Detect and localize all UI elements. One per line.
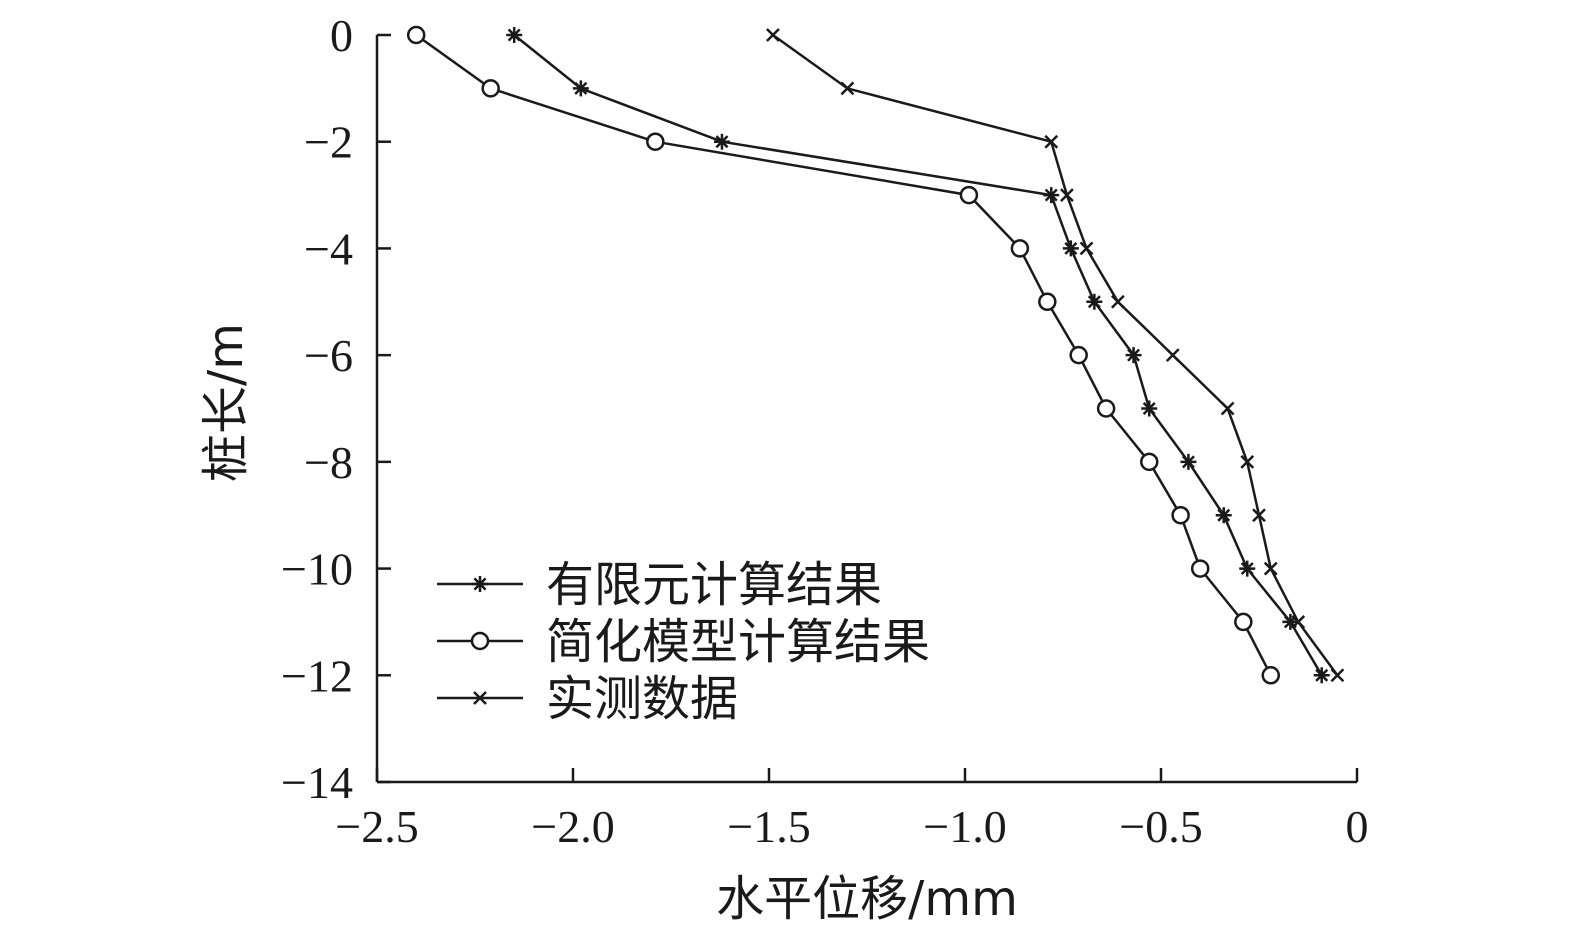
- data-point: [1010, 239, 1030, 258]
- data-point: [1125, 347, 1142, 364]
- y-tick-label: −6: [304, 330, 353, 381]
- data-point: [1220, 401, 1235, 416]
- x-tick-label: −1.5: [727, 801, 810, 852]
- data-point: [1234, 612, 1253, 632]
- legend-marker: [473, 691, 487, 705]
- y-tick-label: −14: [281, 757, 353, 808]
- data-point: [1062, 240, 1079, 257]
- series-circle: [406, 25, 1281, 685]
- series-x: [766, 28, 1345, 683]
- data-point: [1330, 668, 1345, 683]
- data-point: [1069, 345, 1088, 365]
- data-point: [1171, 505, 1190, 525]
- x-axis-title: 水平位移/mm: [716, 871, 1018, 927]
- data-point: [1096, 399, 1116, 418]
- y-tick-label: −2: [304, 117, 353, 168]
- data-point: [959, 185, 979, 205]
- data-point: [1261, 666, 1281, 685]
- data-point: [572, 80, 589, 97]
- data-point: [1282, 613, 1299, 630]
- data-point: [1141, 400, 1158, 417]
- legend-item: 简化模型计算结果: [437, 614, 930, 670]
- x-tick-label: 0: [1346, 801, 1369, 852]
- data-point: [1215, 507, 1232, 524]
- legend-item: 有限元计算结果: [437, 557, 882, 613]
- data-point: [713, 133, 730, 150]
- data-point: [1038, 292, 1057, 312]
- data-point: [1313, 667, 1330, 684]
- data-point: [766, 28, 780, 42]
- legend-label: 有限元计算结果: [546, 557, 882, 613]
- series-asterisk: [506, 27, 1330, 684]
- series-group: [406, 25, 1345, 685]
- data-point: [1165, 348, 1180, 363]
- data-point: [1139, 452, 1159, 472]
- y-tick-label: −10: [281, 544, 353, 595]
- data-point: [1190, 559, 1210, 578]
- data-point: [1044, 134, 1059, 149]
- y-axis-title: 桩长/m: [198, 323, 254, 482]
- data-point: [646, 132, 665, 151]
- data-point: [406, 25, 426, 45]
- data-point: [840, 81, 855, 96]
- y-tick-label: 0: [330, 10, 353, 61]
- data-point: [1060, 188, 1074, 202]
- data-point: [1252, 508, 1266, 523]
- data-point: [1291, 615, 1306, 629]
- legend-label: 简化模型计算结果: [546, 614, 930, 670]
- data-point: [1043, 187, 1060, 204]
- data-point: [481, 79, 500, 98]
- x-tick-label: −0.5: [1119, 801, 1202, 852]
- x-tick-label: −1.0: [923, 801, 1006, 852]
- legend-label: 实测数据: [546, 671, 738, 727]
- x-tick-label: −2.0: [531, 801, 614, 852]
- x-tick-label: −2.5: [335, 801, 418, 852]
- data-point: [1239, 560, 1256, 577]
- data-point: [506, 27, 523, 43]
- y-tick-label: −4: [304, 223, 353, 274]
- data-point: [1180, 453, 1197, 470]
- x-ticks: −2.5 −2.0 −1.5 −1.0 −0.5 0: [335, 768, 1369, 852]
- legend-item: 实测数据: [437, 671, 738, 727]
- data-point: [1263, 561, 1278, 576]
- y-tick-label: −12: [281, 650, 353, 701]
- data-point: [1079, 241, 1094, 256]
- data-point: [1086, 293, 1103, 310]
- y-tick-label: −8: [304, 437, 353, 488]
- data-point: [1240, 454, 1255, 469]
- legend-marker: [470, 631, 490, 651]
- axes: −2.5 −2.0 −1.5 −1.0 −0.5 0 0 −2 −4 −6 −8 −10 −12 −14: [281, 10, 1368, 852]
- data-point: [1110, 294, 1125, 309]
- legend-marker: [472, 576, 488, 592]
- y-ticks: 0 −2 −4 −6 −8 −10 −12 −14: [281, 10, 391, 808]
